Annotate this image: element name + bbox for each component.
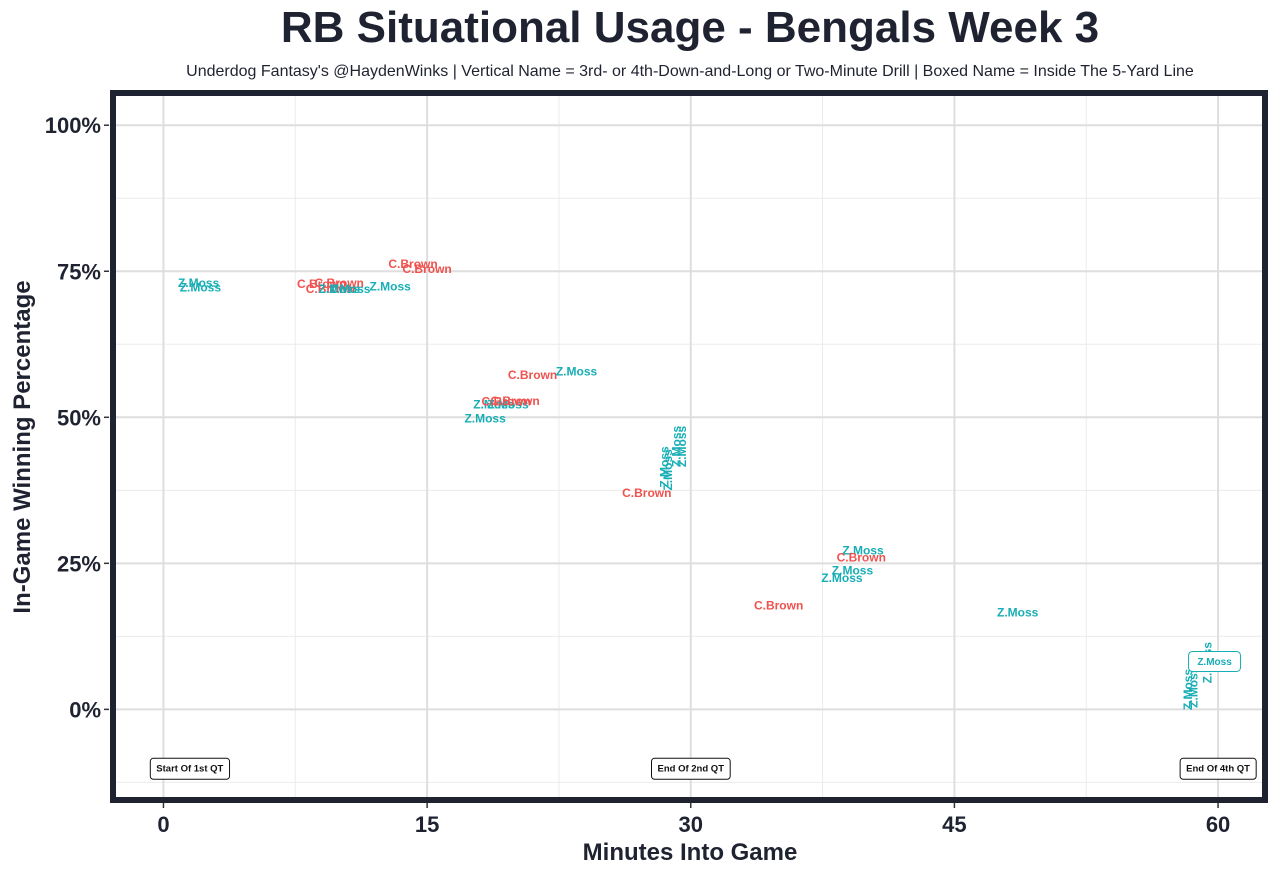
y-tick-label: 0% bbox=[69, 697, 101, 722]
data-label: C.Brown bbox=[306, 282, 355, 296]
plot-frame bbox=[110, 90, 1268, 803]
vertical-data-label: Z.Moss bbox=[1186, 666, 1200, 708]
data-label: C.Brown bbox=[508, 368, 557, 382]
y-axis: 0% 25% 50% 75% 100% bbox=[45, 113, 109, 722]
vertical-data-label: Z.Moss bbox=[670, 426, 684, 468]
data-label: C.Brown bbox=[482, 395, 531, 409]
x-tick-label: 0 bbox=[157, 812, 169, 837]
data-label: C.Brown bbox=[837, 550, 886, 564]
data-label: Z.Moss bbox=[473, 397, 515, 411]
y-tick-label: 50% bbox=[57, 405, 101, 430]
data-label: Z.Moss bbox=[370, 279, 412, 293]
quarter-marker-box bbox=[1179, 757, 1257, 780]
data-label: Z.Moss bbox=[178, 276, 220, 290]
y-tick-label: 75% bbox=[57, 259, 101, 284]
quarter-marker-box bbox=[149, 757, 231, 780]
data-label: C.Brown bbox=[402, 262, 451, 276]
y-tick-label: 100% bbox=[45, 113, 101, 138]
data-label: Z.Moss bbox=[997, 605, 1039, 619]
data-label: Z.Moss bbox=[329, 282, 371, 296]
quarter-marker-box bbox=[651, 757, 731, 780]
x-axis-label: Minutes Into Game bbox=[583, 839, 798, 866]
quarter-marker-label: End Of 2nd QT bbox=[658, 763, 725, 774]
data-label: C.Brown bbox=[388, 257, 437, 271]
vertical-data-label: Z.Moss bbox=[675, 426, 689, 468]
data-label: C.Brown bbox=[622, 486, 671, 500]
data-label: Z.Moss bbox=[832, 563, 874, 577]
data-label: Z.Moss bbox=[821, 571, 863, 585]
data-label: C.Brown bbox=[754, 598, 803, 612]
y-tick-label: 25% bbox=[57, 551, 101, 576]
x-tick-label: 30 bbox=[679, 812, 703, 837]
data-label: Z.Moss bbox=[319, 282, 361, 296]
boxed-data-label: Z.Moss bbox=[1197, 657, 1232, 668]
chart-title: RB Situational Usage - Bengals Week 3 bbox=[281, 3, 1099, 52]
x-tick-label: 15 bbox=[415, 812, 439, 837]
boxed-label-frame bbox=[1188, 650, 1242, 672]
grid bbox=[116, 96, 1262, 797]
quarter-marker-label: Start Of 1st QT bbox=[156, 763, 223, 774]
data-label: Z.Moss bbox=[180, 281, 222, 295]
vertical-data-label: Z.Moss bbox=[657, 446, 671, 488]
y-axis-label: In-Game Winning Percentage bbox=[9, 280, 36, 613]
x-axis: 0 15 30 45 60 bbox=[157, 803, 1230, 837]
data-label: Z.Moss bbox=[464, 411, 506, 425]
vertical-data-label: Z.Moss bbox=[661, 449, 675, 491]
data-label: Z.Moss bbox=[556, 365, 598, 379]
data-label: C.Brown bbox=[490, 394, 539, 408]
data-label: Z.Moss bbox=[487, 397, 529, 411]
data-label: Z.Moss bbox=[842, 543, 884, 557]
quarter-marker-label: End Of 4th QT bbox=[1186, 763, 1250, 774]
x-tick-label: 45 bbox=[942, 812, 966, 837]
data-label: C.Brown bbox=[297, 277, 346, 291]
x-tick-label: 60 bbox=[1206, 812, 1230, 837]
vertical-data-label: Z.Moss bbox=[1181, 669, 1195, 711]
chart-subtitle: Underdog Fantasy's @HaydenWinks | Vertic… bbox=[186, 63, 1194, 80]
quarter-markers: Start Of 1st QT End Of 2nd QT End Of 4th Q… bbox=[149, 757, 1257, 780]
data-label: C.Brown bbox=[315, 276, 364, 290]
